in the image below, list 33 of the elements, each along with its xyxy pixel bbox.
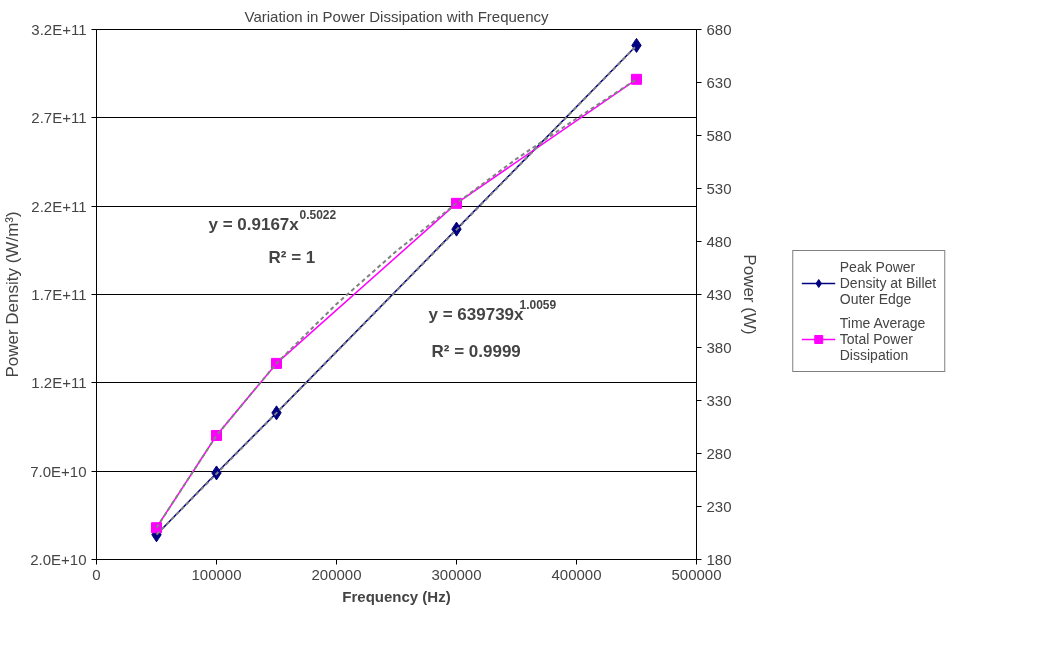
y2-tick-label: 480 <box>706 232 732 250</box>
y2-tick-label: 380 <box>706 338 732 356</box>
x-tick-label: 400000 <box>551 565 602 583</box>
x-tick-label: 100000 <box>191 565 242 583</box>
y2-tick-label: 180 <box>706 550 732 568</box>
y-tick-label: 1.7E+11 <box>31 286 87 303</box>
y2-tick-label: 330 <box>706 391 732 409</box>
x-tick-label: 300000 <box>431 565 482 583</box>
chart-title: Variation in Power Dissipation with Frequency <box>244 7 550 25</box>
y2-tick-label: 580 <box>706 126 732 144</box>
y-tick-label: 3.2E+11 <box>31 21 87 38</box>
y2-tick-label: 680 <box>706 20 732 38</box>
x-tick-label: 200000 <box>311 565 362 583</box>
annotation: R² = 1 <box>268 248 316 267</box>
y2-tick-label: 230 <box>706 497 732 515</box>
y-tick-label: 2.2E+11 <box>31 197 87 215</box>
y-tick-label: 2.0E+10 <box>30 551 87 568</box>
y-tick-label: 1.2E+11 <box>31 374 87 392</box>
legend-label: Time Average Total Power Dissipation <box>839 314 926 363</box>
x-axis-title: Frequency (Hz) <box>342 587 451 605</box>
y-tick-label: 2.7E+11 <box>31 109 87 127</box>
x-tick-label: 0 <box>92 565 101 583</box>
y2-tick-label: 630 <box>706 73 732 91</box>
y-axis-title: Power Density (W/m³) <box>3 211 23 378</box>
y2-axis-title: Power (W) <box>739 254 759 335</box>
y-tick-label: 7.0E+10 <box>30 462 87 480</box>
legend-label: Peak Power Density at Billet Outer Edge <box>839 258 937 307</box>
annotation: R² = 0.9999 <box>431 342 521 361</box>
y2-tick-label: 280 <box>706 444 732 462</box>
x-tick-label: 500000 <box>671 565 722 583</box>
y2-tick-label: 430 <box>706 285 732 303</box>
y2-tick-label: 530 <box>706 179 732 197</box>
point <box>631 73 642 85</box>
